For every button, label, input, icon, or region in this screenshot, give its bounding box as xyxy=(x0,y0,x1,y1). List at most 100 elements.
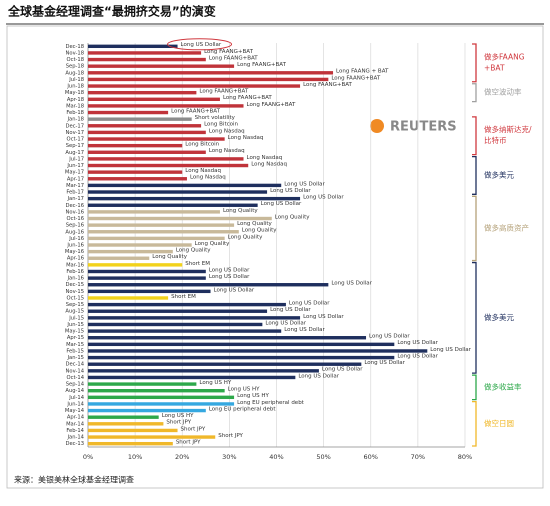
bar xyxy=(88,389,225,393)
bar xyxy=(88,322,263,327)
bar xyxy=(88,269,206,274)
group-bracket xyxy=(472,261,477,374)
bar xyxy=(88,355,395,360)
bar xyxy=(88,289,211,294)
y-tick-label: Dec-13 xyxy=(65,441,84,447)
x-tick-label: 10% xyxy=(128,453,142,461)
bar xyxy=(88,77,329,82)
bar xyxy=(88,395,235,400)
bar-label: Long US HY xyxy=(199,380,231,386)
bar xyxy=(88,249,173,254)
bar xyxy=(88,441,173,446)
bar-label: Long Quality xyxy=(152,254,187,260)
bar-label: Long FAANG+BAT xyxy=(171,108,220,114)
bar xyxy=(88,71,334,75)
bar xyxy=(88,84,301,88)
bar-label: Long US Dollar xyxy=(289,301,330,307)
bar xyxy=(88,382,197,386)
bar-label: Long Quality xyxy=(228,234,263,240)
y-tick-label: Jun-15 xyxy=(66,322,84,328)
bar-label: Long US HY xyxy=(162,413,194,419)
bar-label: Short EM xyxy=(171,294,196,300)
bar-label: Long Nasdaq xyxy=(190,175,226,181)
bar-label: Long US Dollar xyxy=(270,188,311,194)
y-tick-label: Mar-14 xyxy=(66,421,85,427)
frame xyxy=(6,25,544,489)
y-tick-label: Oct-14 xyxy=(67,375,85,381)
bar-label: Long US Dollar xyxy=(284,181,325,187)
y-tick-label: Jan-14 xyxy=(67,435,85,441)
bar xyxy=(88,117,192,121)
bar-label: Long FAANG+BAT xyxy=(237,62,286,68)
x-tick-label: 0% xyxy=(83,453,93,461)
bar xyxy=(88,216,272,221)
bar xyxy=(88,362,362,366)
bar xyxy=(88,336,367,340)
bar xyxy=(88,309,268,313)
y-tick-label: Aug-15 xyxy=(65,309,84,315)
bar xyxy=(88,283,329,287)
bar-label: Long US Dollar xyxy=(303,314,344,320)
bar xyxy=(88,302,286,307)
bar-label: Long Nasdaq xyxy=(247,155,283,161)
bar xyxy=(88,422,164,426)
bar-label: Long US Dollar xyxy=(284,327,325,333)
y-tick-label: Jul-15 xyxy=(68,315,84,321)
y-tick-label: May-15 xyxy=(65,329,84,335)
bar-label: Long Nasdaq xyxy=(251,161,287,167)
y-tick-label: Aug-18 xyxy=(65,70,84,76)
bar xyxy=(88,130,206,135)
y-tick-label: Jun-16 xyxy=(66,243,84,249)
bar-label: Long FAANG+BAT xyxy=(247,102,296,108)
bar-label: Long Nasdaq xyxy=(209,148,245,154)
bar-label: Long EU peripheral debt xyxy=(209,406,277,412)
x-tick-label: 80% xyxy=(458,453,472,461)
y-tick-label: Jul-17 xyxy=(68,156,84,162)
bar xyxy=(88,316,301,320)
bar-label: Long Quality xyxy=(242,228,277,234)
bar xyxy=(88,263,183,267)
bar xyxy=(88,223,235,227)
y-tick-label: Oct-17 xyxy=(67,137,84,143)
bar xyxy=(88,57,206,62)
x-tick-label: 30% xyxy=(222,453,236,461)
y-tick-label: Dec-15 xyxy=(65,282,84,288)
bar xyxy=(88,375,296,380)
bar xyxy=(88,256,150,260)
group-bracket xyxy=(472,374,477,401)
y-tick-label: May-16 xyxy=(65,249,84,255)
bar-label: Long US Dollar xyxy=(209,267,250,273)
bar-label: Long FAANG + BAT xyxy=(336,69,389,75)
y-tick-label: Apr-18 xyxy=(67,97,84,103)
y-tick-label: Mar-17 xyxy=(66,183,84,189)
bar-label: Long US Dollar xyxy=(397,340,438,346)
bar xyxy=(88,170,183,174)
y-tick-label: Apr-17 xyxy=(67,176,84,182)
x-tick-label: 20% xyxy=(175,453,189,461)
bar-label: Long US Dollar xyxy=(430,347,471,353)
bar xyxy=(88,183,282,188)
bar-label: Long US Dollar xyxy=(298,373,339,379)
y-tick-label: Jun-14 xyxy=(66,401,84,407)
bar xyxy=(88,342,395,347)
bar xyxy=(88,408,206,413)
y-tick-label: Nov-18 xyxy=(66,50,84,56)
y-tick-label: Apr-16 xyxy=(67,256,84,262)
bar-label: Long US Dollar xyxy=(364,360,405,366)
bar xyxy=(88,243,192,247)
bar-label: Long US Dollar xyxy=(261,201,302,207)
bar xyxy=(88,150,206,154)
chart-title: 全球基金经理调查“最拥挤交易”的演变 xyxy=(7,4,216,19)
y-tick-label: Aug-17 xyxy=(65,150,84,156)
y-tick-label: Feb-15 xyxy=(66,348,84,354)
y-tick-label: Nov-14 xyxy=(66,368,85,374)
y-tick-label: Jan-16 xyxy=(67,276,84,282)
group-label: 做多FAANG xyxy=(484,51,525,61)
bar xyxy=(88,143,183,148)
y-tick-label: Jul-16 xyxy=(68,236,84,242)
highlight xyxy=(167,38,233,51)
y-tick-label: Nov-17 xyxy=(66,130,84,136)
bar-label: Long Bitcoin xyxy=(204,122,238,128)
bar-label: Long US Dollar xyxy=(209,274,250,280)
y-tick-label: Mar-16 xyxy=(66,262,84,268)
